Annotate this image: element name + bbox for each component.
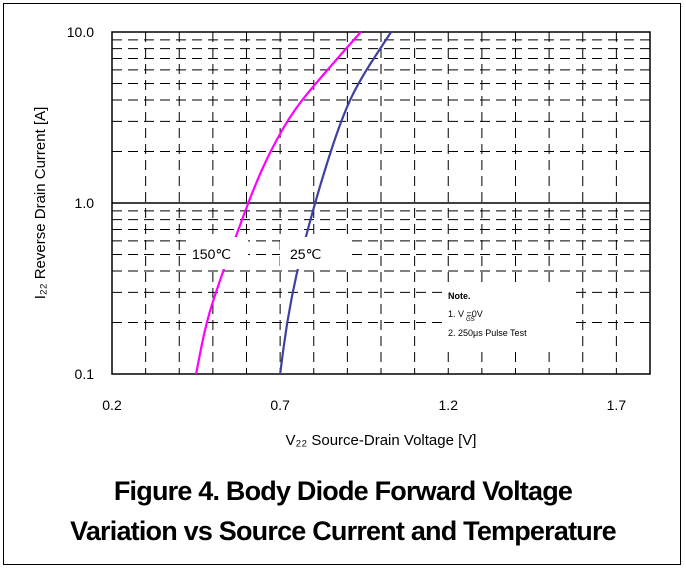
x-axis-title: V₂₂ Source-Drain Voltage [V] [286, 432, 477, 449]
y-axis-title: I₂₂ Reverse Drain Current [A] [32, 107, 49, 300]
series-group [194, 31, 393, 375]
x-tick-label: 0.7 [270, 397, 290, 413]
chart: 150℃ 25℃ Note. 1. V =0V GS 2. 250μs Puls… [32, 24, 651, 449]
grid [112, 32, 650, 374]
caption-line-2: Variation vs Source Current and Temperat… [70, 516, 617, 546]
series-label-25c: 25℃ [290, 246, 321, 262]
y-tick-label: 10.0 [67, 24, 94, 40]
note-box-bg [444, 286, 576, 348]
y-tick-label: 1.0 [75, 195, 95, 211]
series-line-1 [279, 31, 393, 375]
y-tick-label: 0.1 [75, 366, 95, 382]
note-line-2: 2. 250μs Pulse Test [448, 328, 527, 338]
x-tick-label: 0.2 [102, 397, 122, 413]
tick-labels: 0.2 0.7 1.2 1.7 0.1 1.0 10.0 [67, 24, 627, 413]
note-line-1: 1. V =0V [448, 309, 483, 319]
caption-line-1: Figure 4. Body Diode Forward Voltage [113, 476, 573, 506]
figure-frame [3, 3, 681, 565]
note-title: Note. [448, 291, 471, 301]
series-label-150c: 150℃ [192, 246, 231, 262]
series-line-0 [194, 31, 362, 375]
x-tick-label: 1.7 [607, 397, 627, 413]
label-bg-150 [186, 237, 248, 269]
note-gs-subscript: GS [466, 317, 475, 323]
label-bg-25 [280, 237, 352, 269]
x-tick-label: 1.2 [439, 397, 459, 413]
